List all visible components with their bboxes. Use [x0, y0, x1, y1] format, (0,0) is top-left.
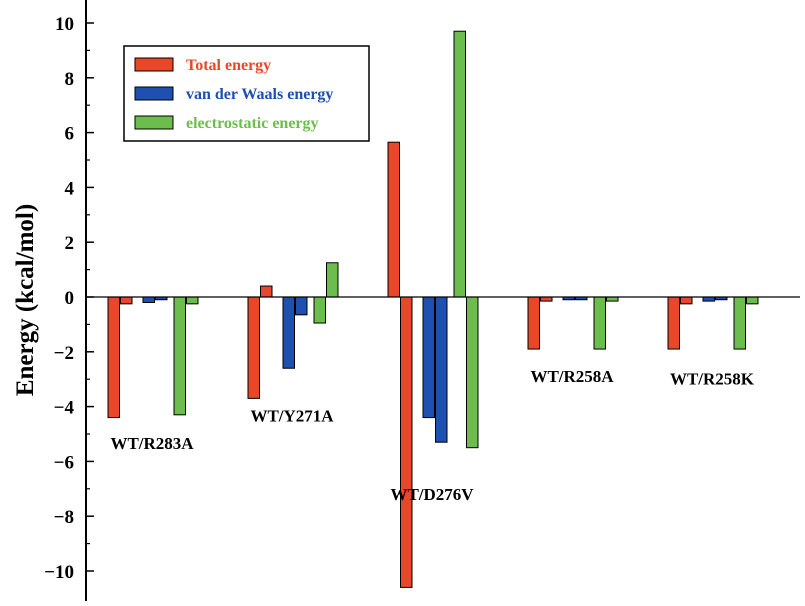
- bar-total-energy: [120, 296, 133, 305]
- legend-swatch: [134, 115, 174, 130]
- bar-electrostatic-energy: [453, 30, 466, 298]
- bar-van-der-waals-energy: [435, 296, 448, 443]
- bar-van-der-waals-energy: [142, 296, 155, 303]
- bar-electrostatic-energy: [326, 262, 339, 298]
- bar-total-energy: [527, 296, 540, 350]
- bar-electrostatic-energy: [593, 296, 606, 350]
- bar-total-energy: [540, 296, 553, 302]
- y-axis-label: Energy (kcal/mol): [12, 204, 39, 396]
- y-tick-label: 6: [65, 124, 75, 145]
- bar-electrostatic-energy: [606, 296, 619, 302]
- legend-label: Total energy: [186, 57, 271, 74]
- y-tick-label: 0: [65, 288, 75, 309]
- bar-electrostatic-energy: [466, 296, 479, 449]
- bar-total-energy: [260, 285, 273, 298]
- bar-van-der-waals-energy: [702, 296, 715, 302]
- group-label: WT/R258K: [670, 370, 755, 389]
- y-tick-label: 8: [65, 69, 75, 90]
- bar-electrostatic-energy: [186, 296, 199, 305]
- group-label: WT/R258A: [530, 367, 614, 386]
- legend-swatch: [134, 57, 174, 72]
- y-tick-label: 4: [65, 178, 75, 199]
- bar-total-energy: [247, 296, 260, 399]
- bar-electrostatic-energy: [746, 296, 759, 305]
- y-tick-label: −2: [54, 343, 74, 364]
- y-ticks: 10 8 6 4 2 0 −2 −4 −6 −8 −10: [44, 14, 94, 583]
- y-tick-label: −6: [54, 452, 74, 473]
- bar-electrostatic-energy: [173, 296, 186, 416]
- bar-van-der-waals-energy: [422, 296, 435, 419]
- group-labels: WT/R283A WT/Y271A WT/D276V WT/R258A WT/R258K: [110, 367, 754, 504]
- bar-van-der-waals-energy: [282, 296, 295, 369]
- bar-total-energy: [400, 296, 413, 588]
- legend-label: electrostatic energy: [186, 115, 319, 132]
- group-label: WT/D276V: [390, 485, 474, 504]
- y-tick-label: −8: [54, 507, 74, 528]
- legend-label: van der Waals energy: [186, 86, 333, 103]
- y-tick-label: −10: [44, 562, 74, 583]
- bar-van-der-waals-energy: [295, 296, 308, 316]
- bar-total-energy: [667, 296, 680, 350]
- y-tick-label: 10: [55, 14, 74, 35]
- group-label: WT/R283A: [110, 434, 194, 453]
- legend-items: Total energy van der Waals energy electros…: [134, 57, 333, 132]
- legend: Total energy van der Waals energy electros…: [123, 45, 370, 142]
- bar-electrostatic-energy: [313, 296, 326, 324]
- bar-total-energy: [680, 296, 693, 305]
- bar-total-energy: [387, 141, 400, 298]
- legend-swatch: [134, 86, 174, 101]
- y-tick-label: 2: [65, 233, 75, 254]
- group-label: WT/Y271A: [250, 407, 334, 426]
- y-tick-label: −4: [54, 398, 75, 419]
- bar-total-energy: [107, 296, 120, 419]
- bar-electrostatic-energy: [733, 296, 746, 350]
